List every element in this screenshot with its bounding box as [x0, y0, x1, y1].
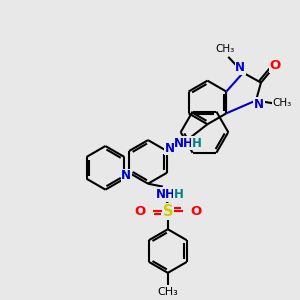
Text: O: O	[134, 205, 146, 218]
Text: NH: NH	[174, 136, 194, 150]
Text: N: N	[235, 61, 245, 74]
Text: NH: NH	[156, 188, 176, 201]
Text: N: N	[121, 169, 131, 182]
Text: O: O	[190, 205, 201, 218]
Text: O: O	[269, 59, 281, 72]
Text: N: N	[254, 98, 264, 111]
Text: S: S	[163, 204, 173, 219]
Text: CH₃: CH₃	[158, 287, 178, 297]
Text: N: N	[165, 142, 175, 154]
Text: CH₃: CH₃	[272, 98, 291, 108]
Text: H: H	[192, 136, 202, 150]
Text: CH₃: CH₃	[216, 44, 235, 54]
Text: H: H	[174, 188, 184, 201]
